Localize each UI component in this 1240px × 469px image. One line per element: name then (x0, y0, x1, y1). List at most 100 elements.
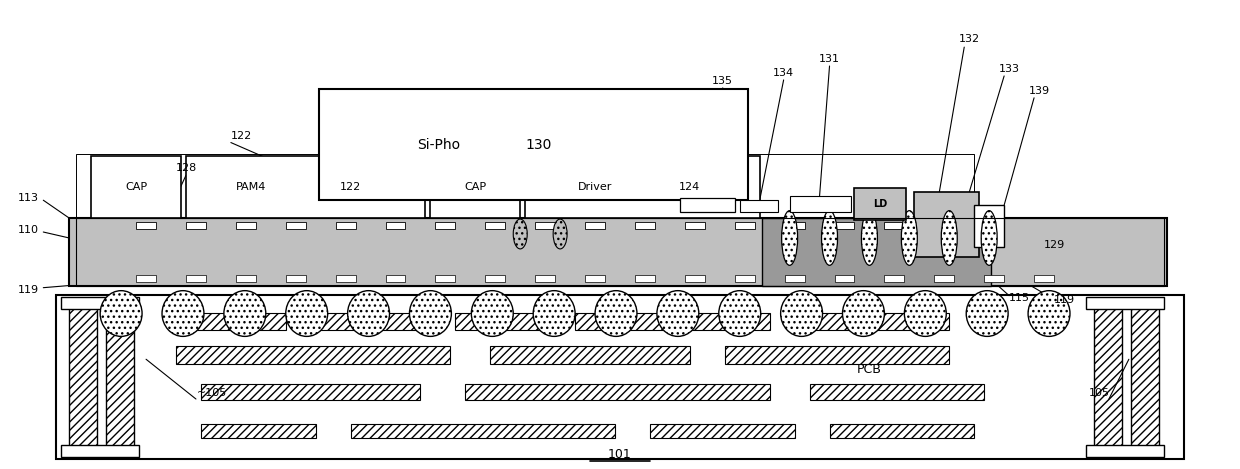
Bar (351, 424, 615, 438)
Ellipse shape (781, 291, 822, 336)
Bar (884, 275, 904, 282)
Text: 131: 131 (820, 54, 839, 64)
Bar (186, 157, 425, 218)
Ellipse shape (513, 219, 527, 249)
Bar (575, 312, 770, 331)
Text: 129: 129 (1044, 240, 1065, 250)
Text: PCB: PCB (857, 363, 882, 376)
Bar (311, 312, 425, 331)
Bar (635, 275, 655, 282)
Text: 130: 130 (525, 137, 552, 151)
Bar (835, 275, 854, 282)
Ellipse shape (162, 291, 203, 336)
Text: 122: 122 (340, 182, 361, 192)
Text: Driver: Driver (578, 182, 613, 192)
Bar (186, 222, 206, 229)
Text: 101: 101 (608, 448, 632, 461)
Bar (285, 222, 306, 229)
Text: Si-Pho: Si-Pho (417, 137, 460, 151)
Text: 128: 128 (175, 163, 197, 174)
Bar (985, 222, 1004, 229)
Bar (319, 89, 748, 200)
Ellipse shape (471, 291, 513, 336)
Ellipse shape (409, 291, 451, 336)
Text: ~105: ~105 (197, 388, 227, 398)
Bar (740, 200, 777, 212)
Text: 132: 132 (959, 34, 980, 44)
Bar (69, 218, 1167, 286)
Ellipse shape (862, 211, 878, 265)
Ellipse shape (781, 211, 797, 265)
Ellipse shape (285, 291, 327, 336)
Text: 119: 119 (1054, 295, 1075, 304)
Text: 135: 135 (712, 76, 733, 86)
Bar (136, 222, 156, 229)
Text: LD: LD (873, 199, 888, 209)
Bar (1034, 275, 1054, 282)
Ellipse shape (1028, 291, 1070, 336)
Ellipse shape (941, 211, 957, 265)
Bar (69, 300, 97, 454)
Bar (61, 296, 139, 309)
Text: 110: 110 (19, 225, 40, 235)
Ellipse shape (842, 291, 884, 336)
Text: 124: 124 (680, 182, 701, 192)
Bar (435, 275, 455, 282)
Ellipse shape (822, 211, 837, 265)
Bar (490, 346, 689, 364)
Bar (914, 192, 980, 257)
Ellipse shape (100, 291, 143, 336)
Bar (455, 312, 551, 331)
Bar (485, 275, 505, 282)
Bar (934, 275, 955, 282)
Bar (810, 384, 985, 400)
Bar (830, 424, 975, 438)
Bar (735, 275, 755, 282)
Bar (107, 300, 134, 454)
Bar (176, 346, 450, 364)
Bar (386, 275, 405, 282)
Text: 115: 115 (1009, 293, 1030, 303)
Bar (136, 275, 156, 282)
Text: 105: 105 (1089, 388, 1110, 398)
Bar (176, 312, 285, 331)
Bar (236, 275, 255, 282)
Bar (186, 275, 206, 282)
Bar (536, 275, 556, 282)
Bar (1131, 300, 1159, 454)
Bar (92, 157, 181, 218)
Text: CAP: CAP (125, 182, 148, 192)
Bar (536, 222, 556, 229)
Bar (56, 295, 1184, 459)
Bar (790, 196, 852, 212)
Ellipse shape (966, 291, 1008, 336)
Bar (934, 222, 955, 229)
Text: 122: 122 (231, 130, 252, 141)
Bar (785, 222, 805, 229)
Ellipse shape (901, 211, 918, 265)
Ellipse shape (595, 291, 637, 336)
Ellipse shape (224, 291, 265, 336)
Ellipse shape (904, 291, 946, 336)
Text: CAP: CAP (464, 182, 486, 192)
Bar (526, 157, 760, 218)
Bar (76, 154, 975, 220)
Bar (635, 222, 655, 229)
Bar (1086, 296, 1164, 309)
Text: PAM4: PAM4 (236, 182, 267, 192)
Bar (985, 275, 1004, 282)
Bar (465, 384, 770, 400)
Text: 134: 134 (773, 68, 794, 78)
Ellipse shape (553, 219, 567, 249)
Bar (285, 275, 306, 282)
Bar (761, 218, 991, 286)
Bar (435, 222, 455, 229)
Bar (386, 222, 405, 229)
Bar (336, 275, 356, 282)
Bar (795, 312, 950, 331)
Ellipse shape (657, 291, 699, 336)
Bar (236, 222, 255, 229)
Bar (585, 275, 605, 282)
Ellipse shape (533, 291, 575, 336)
Bar (724, 346, 950, 364)
